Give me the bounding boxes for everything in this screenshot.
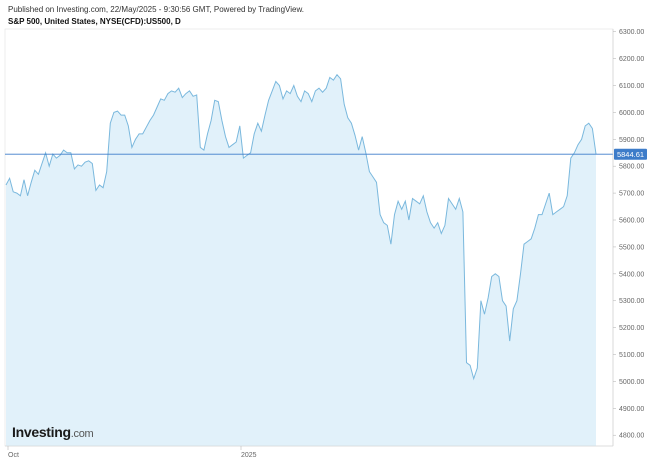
x-axis: Oct 2025 <box>7 446 257 459</box>
last-price-label: 5844.61 <box>617 150 644 159</box>
y-tick-label: 5700.00 <box>619 191 644 198</box>
price-line <box>5 73 597 381</box>
last-price-badge: 5844.61 <box>614 148 647 160</box>
y-tick-label: 5400.00 <box>619 271 644 278</box>
y-tick-label: 5900.00 <box>619 137 644 144</box>
published-note: Published on Investing.com, 22/May/2025 … <box>8 5 305 14</box>
y-tick-label: 4900.00 <box>619 406 644 413</box>
chart-title: S&P 500, United States, NYSE(CFD):US500,… <box>8 17 181 26</box>
y-axis: 4800.00 4900.00 5000.00 5100.00 5200.00 5300.… <box>613 29 644 440</box>
y-tick-label: 5000.00 <box>619 379 644 386</box>
y-tick-label: 5200.00 <box>619 325 644 332</box>
x-tick-label: Oct <box>8 452 19 459</box>
y-tick-label: 5300.00 <box>619 298 644 305</box>
investing-logo: Investing.com <box>12 424 94 440</box>
price-area-fill <box>6 74 596 446</box>
y-tick-label: 6300.00 <box>619 29 644 36</box>
y-tick-label: 5500.00 <box>619 244 644 251</box>
y-tick-label: 6200.00 <box>619 56 644 63</box>
x-tick-label: 2025 <box>241 452 257 459</box>
y-tick-label: 6000.00 <box>619 110 644 117</box>
y-tick-label: 5800.00 <box>619 164 644 171</box>
y-tick-label: 6100.00 <box>619 83 644 90</box>
y-tick-label: 5600.00 <box>619 218 644 225</box>
y-tick-label: 4800.00 <box>619 433 644 440</box>
y-tick-label: 5100.00 <box>619 352 644 359</box>
